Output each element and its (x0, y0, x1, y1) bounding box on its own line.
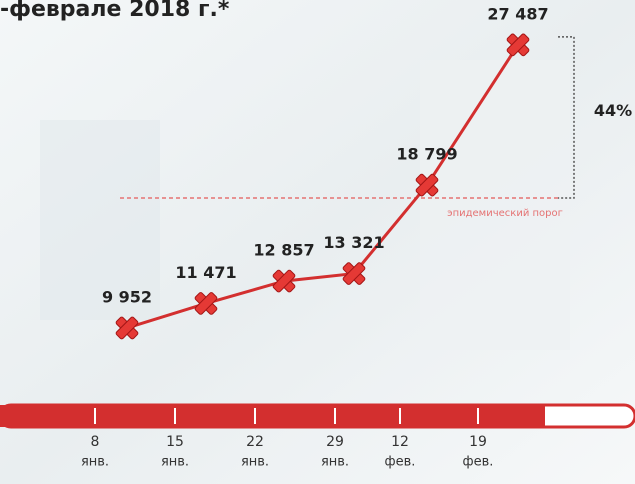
x-sublabel: янв. (241, 455, 269, 470)
annotation: 44% (594, 101, 632, 120)
x-sublabel: фев. (463, 455, 494, 470)
value-label: 27 487 (487, 4, 548, 23)
marker-arm (272, 269, 296, 293)
x-tick-label: 19 (469, 434, 487, 450)
marker (272, 269, 296, 293)
marker-arm (415, 173, 439, 197)
marker (415, 173, 439, 197)
title: -феврале 2018 г.* (0, 0, 230, 22)
line (126, 44, 520, 330)
marker (194, 292, 218, 315)
marker-arm (115, 316, 139, 340)
marker-arm (194, 292, 218, 315)
x-tick-label: 12 (391, 434, 409, 450)
marker (342, 262, 366, 285)
marker-arm (506, 33, 530, 57)
value-label: 13 321 (323, 233, 384, 252)
value-label: 11 471 (175, 263, 236, 282)
bracket (558, 36, 575, 199)
x-tick-label: 8 (91, 434, 100, 450)
bg-shape (40, 120, 160, 320)
thermometer-fill (0, 405, 545, 427)
x-tick-label: 15 (166, 434, 184, 450)
x-sublabel: янв. (161, 455, 189, 470)
marker-arm (342, 262, 366, 285)
x-sublabel: фев. (385, 455, 416, 470)
value-label: 12 857 (253, 241, 314, 260)
marker (115, 316, 139, 340)
x-tick-label: 22 (246, 434, 264, 450)
x-tick-label: 29 (326, 434, 344, 450)
x-sublabel: янв. (81, 455, 109, 470)
threshold-label: эпидемический порог (447, 208, 563, 219)
x-sublabel: янв. (321, 455, 349, 470)
value-label: 18 799 (396, 145, 457, 164)
marker (506, 33, 530, 57)
bg-shape (420, 60, 570, 350)
value-label: 9 952 (102, 287, 152, 306)
